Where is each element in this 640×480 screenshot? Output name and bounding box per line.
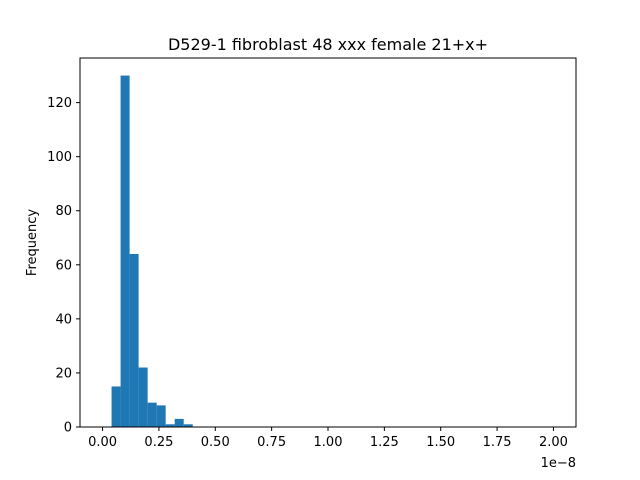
y-tick-label: 100 <box>47 150 72 165</box>
y-tick-label: 120 <box>47 96 72 111</box>
y-tick-label: 20 <box>55 366 72 381</box>
histogram-bar-1 <box>120 75 130 428</box>
x-tick-label: 0.75 <box>257 435 286 450</box>
y-tick-label: 40 <box>55 312 72 327</box>
x-tick-label: 1.00 <box>314 435 343 450</box>
chart-title: D529-1 fibroblast 48 xxx female 21+x+ <box>168 35 488 54</box>
y-axis-label: Frequency <box>25 209 40 276</box>
histogram-bar-2 <box>129 253 139 427</box>
histogram-bar-6 <box>165 424 175 427</box>
histogram-bar-7 <box>174 418 184 427</box>
histogram-bar-4 <box>147 402 157 427</box>
x-tick-label: 1.25 <box>370 435 399 450</box>
histogram-bars <box>111 75 193 428</box>
x-tick-label: 0.25 <box>144 435 173 450</box>
y-tick-label: 80 <box>55 204 72 219</box>
x-tick-label: 2.00 <box>539 435 568 450</box>
y-tick-label: 60 <box>55 258 72 273</box>
x-axis-offset-text: 1e−8 <box>541 456 576 471</box>
histogram-bar-5 <box>156 405 166 427</box>
histogram-bar-3 <box>138 367 148 427</box>
x-axis-ticks: 0.00 0.25 0.50 0.75 1.00 1.25 1.50 1.75 2.00 <box>88 427 568 450</box>
histogram-bar-8 <box>183 424 193 427</box>
x-tick-label: 1.50 <box>426 435 455 450</box>
x-tick-label: 1.75 <box>483 435 512 450</box>
x-tick-label: 0.00 <box>88 435 117 450</box>
histogram-bar-0 <box>111 386 121 427</box>
x-tick-label: 0.50 <box>201 435 230 450</box>
y-axis-ticks: 0 20 40 60 80 100 120 <box>47 96 80 436</box>
y-tick-label: 0 <box>64 421 72 436</box>
